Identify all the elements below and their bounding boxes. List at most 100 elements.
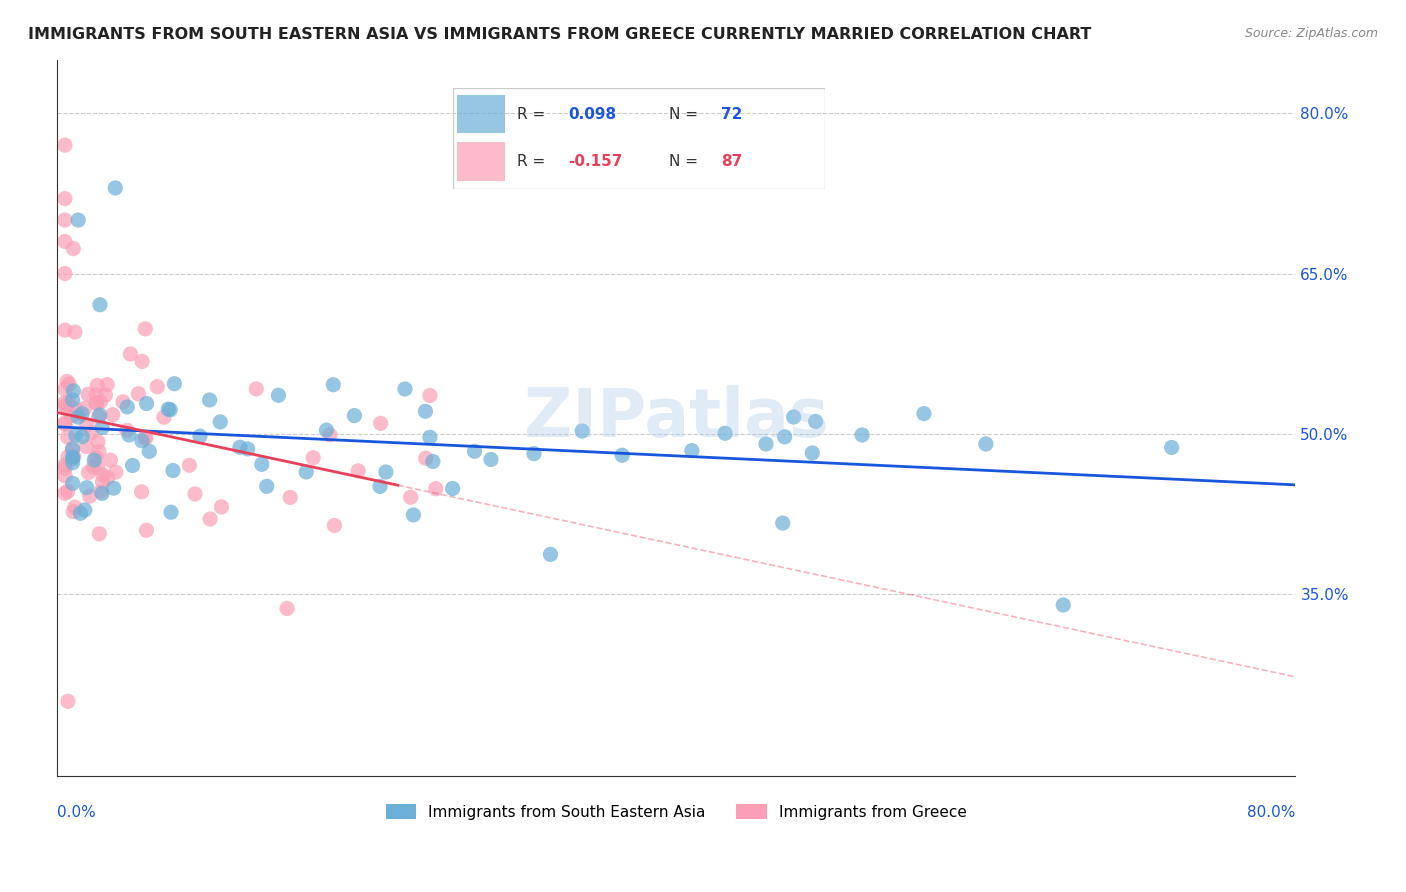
Point [127,386,149,401]
Point [229,440,252,454]
Text: 80.0%: 80.0% [1247,805,1295,820]
Point [135,523,157,537]
Point [53,458,76,473]
Point [83,453,105,467]
Point [115,400,138,414]
Point [56,402,79,417]
Point [62,505,84,519]
Point [267,388,290,402]
Point [53,235,76,249]
Point [419,430,441,444]
Point [163,376,186,391]
Point [73,401,96,415]
Point [104,181,127,195]
Point [146,379,169,393]
Point [56,694,79,708]
Point [86,396,108,410]
Point [69,506,91,520]
Point [90,484,112,499]
Point [53,323,76,337]
Point [211,500,233,514]
Point [343,409,366,423]
Point [1052,598,1074,612]
Point [851,428,873,442]
Point [415,404,437,418]
Point [322,377,344,392]
Point [89,408,111,422]
Point [162,464,184,478]
Point [58,376,80,391]
Point [278,491,301,505]
Point [58,395,80,409]
Point [198,392,221,407]
Point [80,425,103,440]
Point [65,428,87,442]
Point [62,242,84,256]
Point [56,484,79,499]
Point [53,461,76,475]
Point [374,465,396,479]
Point [115,423,138,437]
Point [188,429,211,443]
Point [159,402,181,417]
Point [370,417,392,431]
Point [75,440,97,454]
Point [347,464,370,478]
Point [89,526,111,541]
Point [89,298,111,312]
Point [419,388,441,402]
Point [138,444,160,458]
Point [87,434,110,449]
Point [612,448,634,462]
Point [755,437,778,451]
Point [63,500,86,514]
Point [479,452,502,467]
Point [912,407,935,421]
Point [72,430,94,444]
Point [77,387,100,401]
Point [295,465,318,479]
Point [62,451,84,466]
Point [315,423,337,437]
Point [98,453,121,467]
Text: IMMIGRANTS FROM SOUTH EASTERN ASIA VS IMMIGRANTS FROM GREECE CURRENTLY MARRIED C: IMMIGRANTS FROM SOUTH EASTERN ASIA VS IM… [28,27,1091,42]
Point [135,431,157,445]
Point [84,396,107,410]
Point [773,430,796,444]
Point [70,407,93,421]
Point [87,409,110,424]
Point [62,442,84,456]
Point [120,347,142,361]
Point [131,354,153,368]
Point [422,454,444,468]
Point [65,402,87,417]
Point [62,450,84,464]
Point [131,484,153,499]
Point [53,267,76,281]
Point [974,437,997,451]
Point [118,428,141,442]
Point [56,375,79,389]
Point [135,396,157,410]
Point [53,396,76,410]
Point [53,399,76,413]
Point [84,388,107,402]
Point [60,409,83,423]
Point [256,479,278,493]
Point [53,416,76,430]
Point [399,490,422,504]
Point [160,505,183,519]
Point [111,394,134,409]
Point [179,458,201,473]
Point [73,503,96,517]
Point [782,409,804,424]
Point [368,479,391,493]
Point [157,402,180,417]
Point [77,466,100,480]
Point [91,467,114,482]
Point [441,482,464,496]
Point [245,382,267,396]
Point [104,465,127,479]
Point [62,443,84,458]
Point [53,213,76,227]
